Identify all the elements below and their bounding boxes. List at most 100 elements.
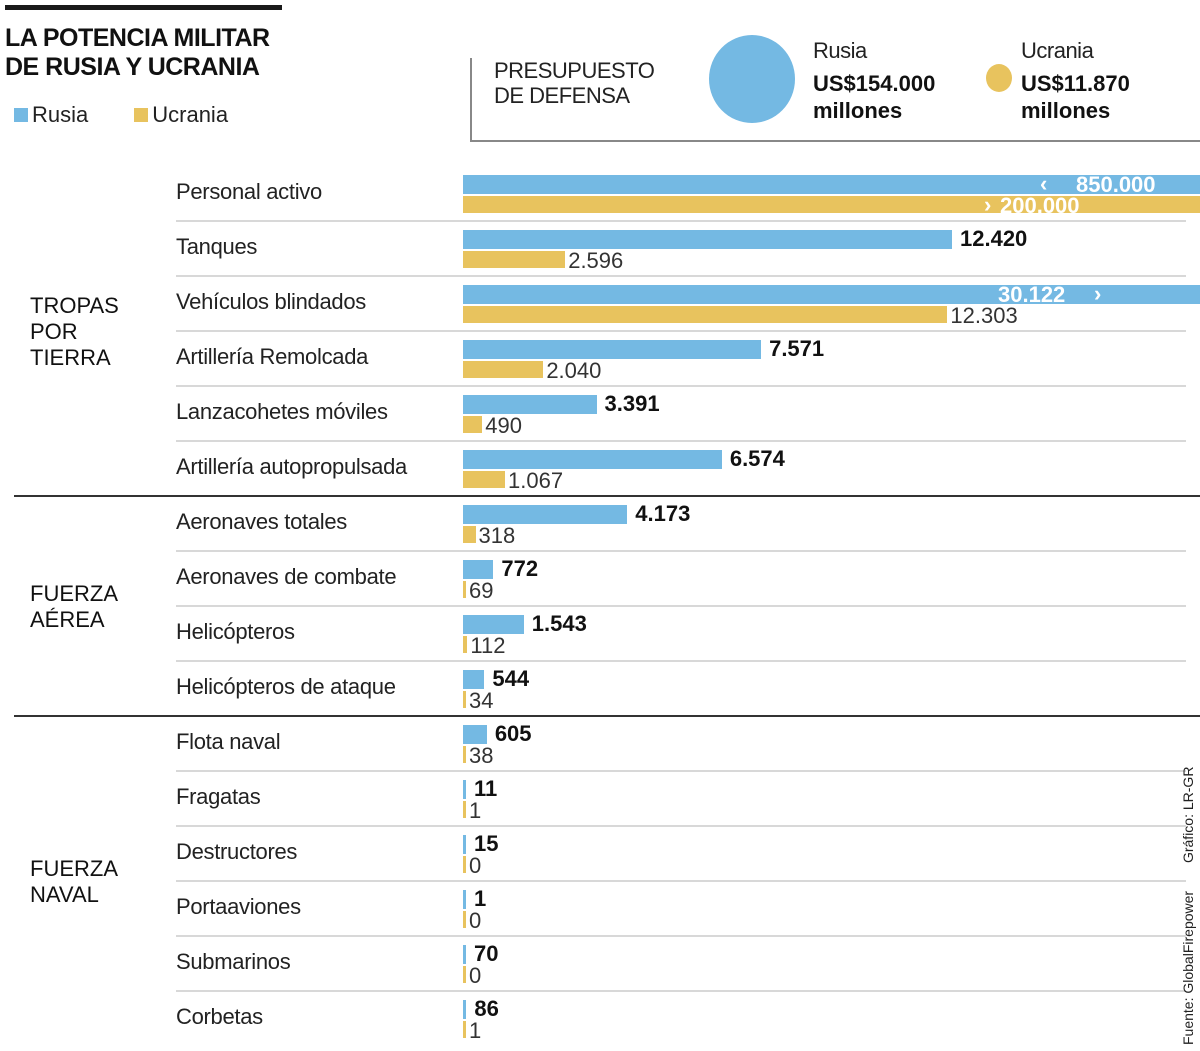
category-label: Vehículos blindados: [176, 289, 367, 314]
category-label: Lanzacohetes móviles: [176, 399, 388, 424]
chart-row-portaaviones: Portaaviones 1 0: [0, 882, 1200, 937]
section-label-line: FUERZA: [30, 856, 118, 881]
section-separator: [14, 715, 1200, 717]
chart-row-tanques: Tanques 12.420 2.596: [0, 222, 1200, 277]
budget-bubble-rusia: [709, 35, 795, 123]
category-label: Aeronaves totales: [176, 509, 348, 534]
chart-row-aeronaves-de-combate: Aeronaves de combate 772 69: [0, 552, 1200, 607]
budget-value-ucrania: US$11.870 millones: [1021, 70, 1130, 124]
bar-rusia: [463, 450, 722, 469]
category-label: Corbetas: [176, 1004, 263, 1029]
bar-ucrania: [463, 911, 466, 928]
category-label: Artillería Remolcada: [176, 344, 369, 369]
value-label-ucrania: 112: [470, 633, 506, 658]
budget-value-rusia-unit: millones: [813, 98, 903, 123]
bar-ucrania: [463, 636, 468, 653]
bar-rusia: [463, 395, 597, 414]
budget-panel: [470, 58, 1200, 142]
value-label-rusia: 1: [474, 886, 487, 911]
value-label-rusia: 850.000: [1076, 172, 1156, 197]
chart-row-submarinos: Submarinos 70 0: [0, 937, 1200, 992]
value-label-ucrania: 1: [469, 798, 482, 823]
bar-ucrania: [463, 196, 1200, 213]
chart-row-artilleria-remolcada: Artillería Remolcada 7.571 2.040: [0, 332, 1200, 387]
axis-break-icon: ‹: [1040, 171, 1048, 196]
category-label: Flota naval: [176, 729, 281, 754]
bar-ucrania: [463, 471, 505, 488]
legend-swatch-rusia: [14, 108, 28, 122]
value-label-ucrania: 12.303: [950, 303, 1018, 328]
value-label-ucrania: 1.067: [508, 468, 564, 493]
bar-rusia: [463, 890, 466, 909]
row-separator: [176, 880, 1186, 882]
chart-title: LA POTENCIA MILITAR DE RUSIA Y UCRANIA: [5, 24, 270, 82]
section-label-fuerza-naval: FUERZA NAVAL: [30, 856, 118, 908]
value-label-ucrania: 69: [469, 578, 494, 603]
budget-value-ucrania-unit: millones: [1021, 98, 1111, 123]
budget-label-line-1: PRESUPUESTO: [494, 58, 655, 83]
bar-rusia: [463, 505, 628, 524]
bar-rusia: [463, 780, 466, 799]
category-label: Artillería autopropulsada: [176, 454, 407, 479]
value-label-ucrania: 0: [469, 853, 482, 878]
value-label-rusia: 86: [474, 996, 499, 1021]
bar-ucrania: [463, 581, 466, 598]
row-separator: [176, 220, 1186, 222]
value-label-rusia: 544: [492, 666, 530, 691]
section-separator: [14, 495, 1200, 497]
bar-ucrania: [463, 1021, 466, 1038]
value-label-rusia: 30.122: [998, 282, 1066, 307]
legend-item-ucrania: Ucrania: [134, 102, 228, 128]
chart-row-personal-activo: Personal activo ‹ › 850.000 200.000: [0, 167, 1200, 222]
chart-row-flota-naval: Flota naval 605 38: [0, 717, 1200, 772]
value-label-rusia: 12.420: [960, 226, 1028, 251]
value-label-ucrania: 490: [485, 413, 522, 438]
budget-name-ucrania: Ucrania: [1021, 38, 1094, 63]
category-label: Tanques: [176, 234, 258, 259]
legend: Rusia Ucrania: [14, 102, 274, 128]
budget-label-line-2: DE DEFENSA: [494, 83, 630, 108]
axis-break-icon: ›: [984, 192, 992, 217]
category-label: Destructores: [176, 839, 298, 864]
row-separator: [176, 330, 1186, 332]
value-label-ucrania: 0: [469, 963, 482, 988]
title-line-1: LA POTENCIA MILITAR: [5, 24, 270, 52]
category-label: Helicópteros: [176, 619, 295, 644]
section-label-line: TROPAS: [30, 293, 119, 318]
bar-ucrania: [463, 801, 466, 818]
bar-ucrania: [463, 306, 948, 323]
bar-ucrania: [463, 856, 466, 873]
category-label: Aeronaves de combate: [176, 564, 397, 589]
legend-item-rusia: Rusia: [14, 102, 88, 128]
category-label: Helicópteros de ataque: [176, 674, 396, 699]
value-label-ucrania: 2.596: [568, 248, 624, 273]
bar-rusia: [463, 670, 485, 689]
category-label: Fragatas: [176, 784, 261, 809]
bar-rusia: [463, 835, 466, 854]
category-label: Personal activo: [176, 179, 322, 204]
budget-label: PRESUPUESTO DE DEFENSA: [494, 58, 655, 108]
chart-row-artilleria-autopropulsada: Artillería autopropulsada 6.574 1.067: [0, 442, 1200, 497]
value-label-ucrania: 200.000: [1000, 193, 1080, 218]
section-label-line: TIERRA: [30, 345, 111, 370]
bar-rusia: [463, 945, 466, 964]
value-label-rusia: 3.391: [604, 391, 660, 416]
bar-rusia: [463, 1000, 467, 1019]
chart-row-fragatas: Fragatas 11 1: [0, 772, 1200, 827]
value-label-ucrania: 38: [469, 743, 494, 768]
value-label-ucrania: 318: [478, 523, 516, 548]
row-separator: [176, 935, 1186, 937]
category-label: Portaaviones: [176, 894, 301, 919]
bar-ucrania: [463, 361, 544, 378]
category-label: Submarinos: [176, 949, 291, 974]
chart-row-lanzacohetes-moviles: Lanzacohetes móviles 3.391 490: [0, 387, 1200, 442]
row-separator: [176, 990, 1186, 992]
section-label-line: NAVAL: [30, 882, 99, 907]
bar-ucrania: [463, 691, 466, 708]
bar-rusia: [463, 175, 1200, 194]
value-label-ucrania: 1: [469, 1018, 482, 1043]
top-rule: [5, 5, 282, 10]
row-separator: [176, 385, 1186, 387]
value-label-rusia: 11: [474, 776, 498, 801]
chart-row-vehiculos-blindados: Vehículos blindados › 30.122 12.303: [0, 277, 1200, 332]
